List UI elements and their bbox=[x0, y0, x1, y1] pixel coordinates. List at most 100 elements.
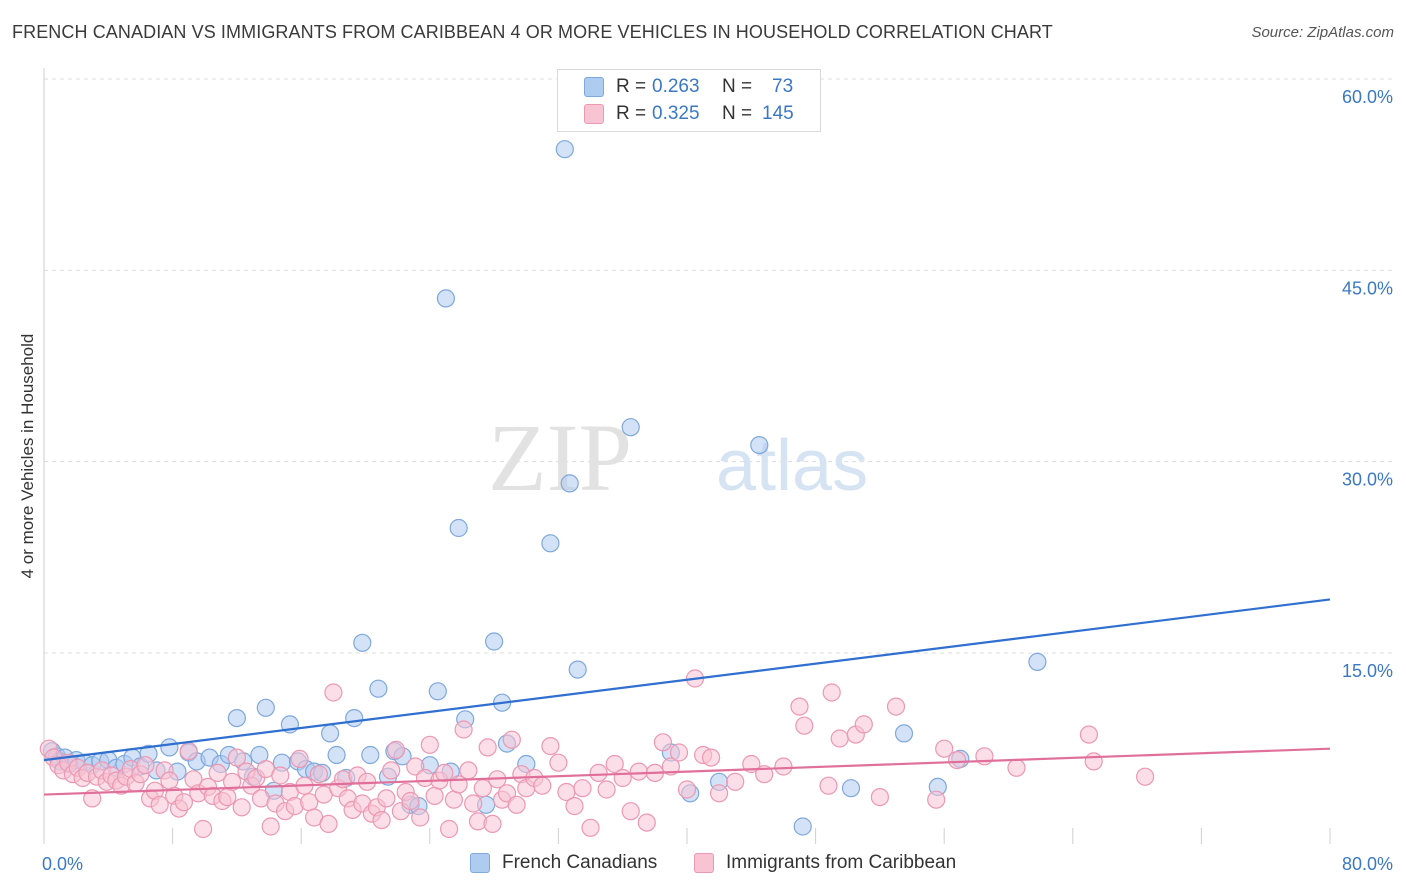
data-point bbox=[411, 808, 430, 827]
data-point bbox=[935, 739, 954, 758]
data-point bbox=[621, 418, 640, 437]
data-point bbox=[774, 757, 793, 776]
data-point bbox=[425, 786, 444, 806]
data-point bbox=[160, 738, 179, 757]
data-point bbox=[372, 810, 391, 830]
data-point bbox=[309, 765, 328, 784]
data-point bbox=[271, 766, 290, 785]
trend-line-1 bbox=[43, 747, 1331, 796]
legend-swatch-blue bbox=[584, 77, 604, 97]
data-point bbox=[382, 761, 401, 780]
data-point bbox=[444, 790, 463, 809]
data-point bbox=[750, 436, 769, 455]
data-point bbox=[256, 698, 275, 717]
trend-line-0 bbox=[43, 598, 1331, 762]
data-point bbox=[549, 753, 568, 772]
data-point bbox=[841, 779, 861, 798]
data-point bbox=[677, 780, 697, 799]
r-value: 0.325 bbox=[652, 103, 700, 124]
data-point bbox=[830, 729, 849, 748]
chart-title: FRENCH CANADIAN VS IMMIGRANTS FROM CARIB… bbox=[12, 22, 1053, 42]
data-point bbox=[886, 697, 906, 716]
n-value: 73 bbox=[772, 76, 794, 97]
data-point bbox=[1028, 652, 1047, 672]
data-point bbox=[555, 140, 574, 159]
x-tick-label: 0.0% bbox=[42, 854, 83, 874]
data-point bbox=[541, 736, 560, 756]
legend-item-french-canadians[interactable]: French Canadians bbox=[470, 852, 657, 874]
data-point bbox=[327, 745, 346, 765]
legend-label: French Canadians bbox=[502, 852, 658, 873]
data-point bbox=[621, 802, 640, 821]
y-tick-label: 30.0% bbox=[1342, 470, 1393, 490]
y-tick-label: 45.0% bbox=[1342, 278, 1393, 298]
data-point bbox=[319, 814, 338, 834]
data-point bbox=[1007, 758, 1026, 777]
data-point bbox=[565, 796, 584, 816]
data-point bbox=[353, 633, 372, 652]
data-point bbox=[290, 749, 309, 769]
chart-source: Source: ZipAtlas.com bbox=[1251, 24, 1394, 41]
r-value: 0.263 bbox=[652, 76, 700, 97]
data-point bbox=[637, 813, 656, 832]
data-point bbox=[568, 660, 587, 679]
data-point bbox=[589, 763, 608, 783]
data-point bbox=[613, 768, 632, 788]
data-point bbox=[854, 715, 873, 734]
data-point bbox=[709, 784, 729, 803]
data-point bbox=[485, 632, 504, 651]
legend-swatch-blue bbox=[470, 853, 490, 873]
data-point bbox=[208, 763, 227, 783]
legend-swatch-pink bbox=[694, 853, 714, 873]
data-point bbox=[927, 790, 946, 809]
watermark-atlas: atlas bbox=[716, 426, 868, 506]
data-point bbox=[947, 750, 967, 770]
watermark: ZIP atlas bbox=[488, 404, 868, 511]
data-point bbox=[454, 720, 473, 739]
grid-lines bbox=[44, 78, 1394, 654]
data-point bbox=[223, 772, 242, 791]
data-point bbox=[428, 682, 447, 701]
trend-lines bbox=[43, 598, 1331, 796]
legend-row-caribbean: R = 0.325 N = 145 bbox=[584, 102, 794, 126]
n-value: 145 bbox=[762, 103, 794, 124]
data-point bbox=[597, 780, 616, 799]
data-point bbox=[605, 754, 624, 774]
data-point bbox=[227, 708, 246, 728]
data-point bbox=[136, 756, 155, 775]
data-point bbox=[232, 798, 251, 817]
n-label: N = bbox=[722, 76, 753, 97]
n-label: N = bbox=[722, 103, 753, 124]
correlation-legend: R = 0.263 N = 73 R = 0.325 N = 145 bbox=[557, 69, 821, 132]
data-point bbox=[653, 733, 673, 752]
data-point bbox=[420, 735, 439, 754]
data-point bbox=[478, 738, 497, 757]
data-point bbox=[386, 740, 406, 760]
data-point bbox=[324, 683, 343, 702]
tick-labels: 15.0% 30.0% 45.0% 60.0% 0.0% 80.0% bbox=[42, 87, 1393, 874]
data-point bbox=[436, 289, 455, 308]
data-point bbox=[369, 679, 388, 698]
legend-label: Immigrants from Caribbean bbox=[726, 852, 957, 873]
data-point bbox=[560, 474, 579, 493]
data-point bbox=[793, 817, 812, 836]
data-point bbox=[726, 772, 745, 791]
data-point bbox=[160, 771, 179, 790]
series-legend: French Canadians Immigrants from Caribbe… bbox=[0, 852, 1406, 878]
data-point bbox=[870, 787, 890, 807]
data-point bbox=[581, 818, 600, 837]
y-tick-label: 60.0% bbox=[1342, 87, 1393, 107]
data-point bbox=[150, 795, 169, 814]
data-point bbox=[321, 724, 340, 743]
data-point bbox=[377, 789, 396, 808]
data-point bbox=[483, 814, 502, 834]
data-point bbox=[401, 791, 420, 811]
data-point bbox=[629, 762, 648, 781]
y-tick-label: 15.0% bbox=[1342, 661, 1393, 681]
watermark-zip: ZIP bbox=[488, 404, 632, 511]
data-point bbox=[533, 776, 552, 795]
legend-item-caribbean[interactable]: Immigrants from Caribbean bbox=[694, 852, 956, 874]
data-point bbox=[83, 789, 102, 808]
data-point bbox=[179, 742, 198, 761]
